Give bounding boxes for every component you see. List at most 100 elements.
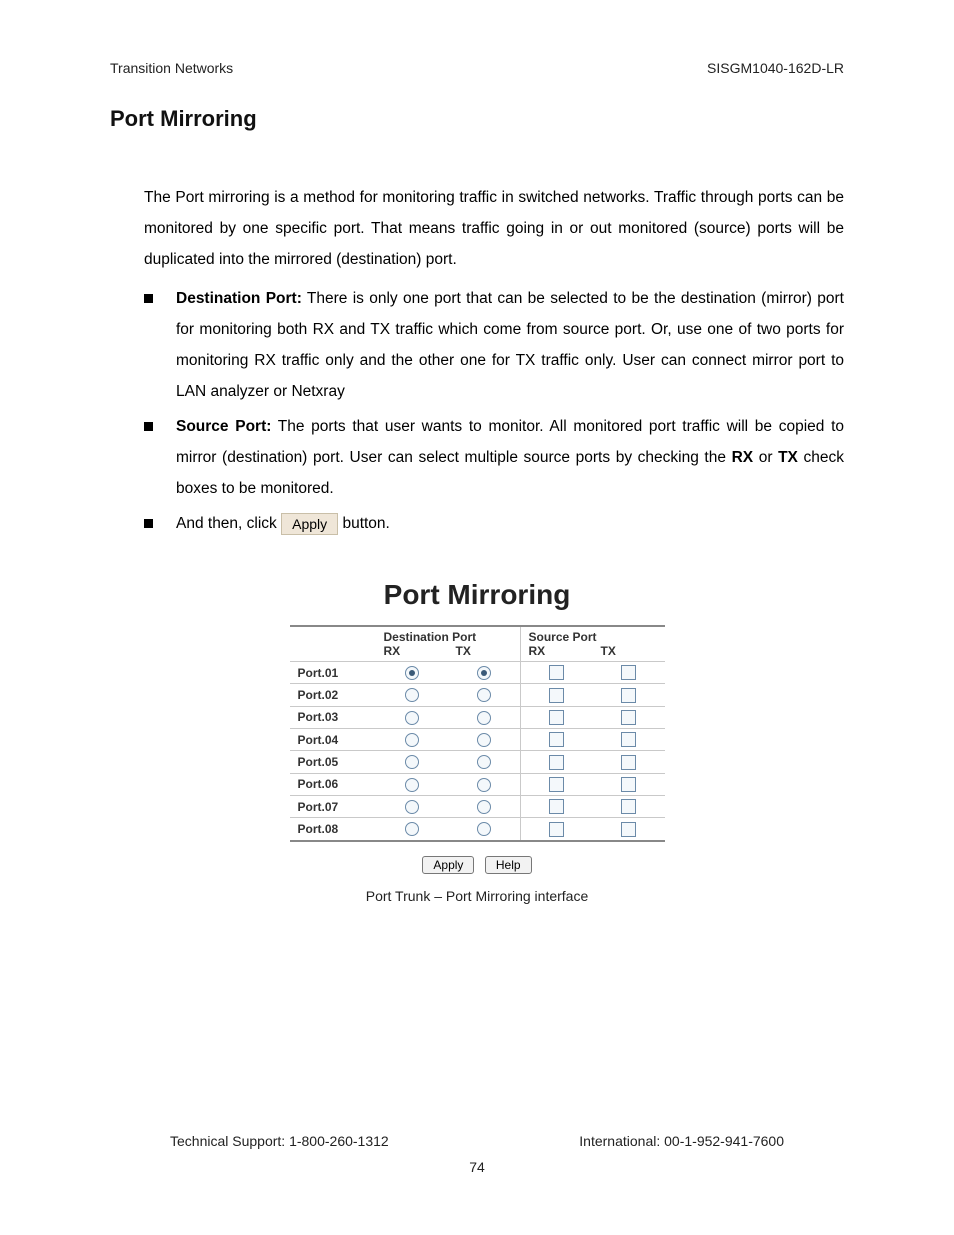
port-label: Port.02 <box>290 684 376 706</box>
src-tx-checkbox[interactable] <box>621 710 636 725</box>
dest-tx-radio[interactable] <box>477 688 491 702</box>
figure-buttons: Apply Help <box>110 856 844 874</box>
dest-tx-cell <box>448 751 521 773</box>
port-label: Port.08 <box>290 818 376 841</box>
help-button[interactable]: Help <box>485 856 532 874</box>
document-page: Transition Networks SISGM1040-162D-LR Po… <box>0 0 954 1235</box>
table-row: Port.02 <box>290 684 665 706</box>
header-right: SISGM1040-162D-LR <box>707 60 844 76</box>
dest-rx-radio[interactable] <box>405 778 419 792</box>
tx-bold: TX <box>778 449 798 466</box>
col-src-tx: TX <box>593 644 665 662</box>
src-rx-cell <box>520 818 593 841</box>
src-tx-cell <box>593 795 665 817</box>
dest-rx-cell <box>376 662 448 684</box>
dest-tx-radio[interactable] <box>477 666 491 680</box>
col-dest-rx: RX <box>376 644 448 662</box>
dest-rx-cell <box>376 751 448 773</box>
table-row: Port.08 <box>290 818 665 841</box>
src-tx-cell <box>593 684 665 706</box>
page-header: Transition Networks SISGM1040-162D-LR <box>110 60 844 76</box>
col-group-source: Source Port <box>520 626 665 644</box>
src-rx-cell <box>520 662 593 684</box>
port-label: Port.04 <box>290 728 376 750</box>
dest-tx-cell <box>448 795 521 817</box>
src-tx-checkbox[interactable] <box>621 822 636 837</box>
src-tx-cell <box>593 662 665 684</box>
page-number: 74 <box>110 1159 844 1175</box>
footer-right: International: 00-1-952-941-7600 <box>579 1133 784 1149</box>
dest-rx-radio[interactable] <box>405 800 419 814</box>
src-rx-checkbox[interactable] <box>549 710 564 725</box>
col-group-destination: Destination Port <box>376 626 521 644</box>
dest-tx-radio[interactable] <box>477 755 491 769</box>
dest-rx-radio[interactable] <box>405 688 419 702</box>
src-rx-checkbox[interactable] <box>549 777 564 792</box>
table-row: Port.04 <box>290 728 665 750</box>
table-row: Port.03 <box>290 706 665 728</box>
src-rx-checkbox[interactable] <box>549 822 564 837</box>
dest-rx-cell <box>376 818 448 841</box>
port-label: Port.07 <box>290 795 376 817</box>
bullet-list: Destination Port: There is only one port… <box>144 283 844 539</box>
src-rx-cell <box>520 795 593 817</box>
src-tx-cell <box>593 706 665 728</box>
src-tx-checkbox[interactable] <box>621 665 636 680</box>
src-tx-checkbox[interactable] <box>621 799 636 814</box>
src-rx-cell <box>520 706 593 728</box>
dest-rx-radio[interactable] <box>405 755 419 769</box>
src-tx-checkbox[interactable] <box>621 755 636 770</box>
figure-title: Port Mirroring <box>110 579 844 611</box>
table-row: Port.06 <box>290 773 665 795</box>
src-rx-checkbox[interactable] <box>549 799 564 814</box>
footer-left: Technical Support: 1-800-260-1312 <box>170 1133 389 1149</box>
dest-tx-cell <box>448 706 521 728</box>
andthen-a: And then, click <box>176 515 281 532</box>
dest-tx-cell <box>448 662 521 684</box>
apply-inline-button: Apply <box>281 513 338 536</box>
rx-bold: RX <box>732 449 754 466</box>
src-tx-checkbox[interactable] <box>621 777 636 792</box>
port-label: Port.05 <box>290 751 376 773</box>
table-sub-header: RX TX RX TX <box>290 644 665 662</box>
page-footer: Technical Support: 1-800-260-1312 Intern… <box>110 1133 844 1175</box>
apply-button[interactable]: Apply <box>422 856 474 874</box>
bullet-source: Source Port: The ports that user wants t… <box>144 411 844 504</box>
src-rx-cell <box>520 684 593 706</box>
src-label: Source Port: <box>176 418 271 435</box>
src-rx-cell <box>520 773 593 795</box>
dest-rx-radio[interactable] <box>405 711 419 725</box>
dest-rx-radio[interactable] <box>405 733 419 747</box>
table-row: Port.05 <box>290 751 665 773</box>
table-row: Port.01 <box>290 662 665 684</box>
port-mirroring-table: Destination Port Source Port RX TX RX TX… <box>290 625 665 842</box>
header-left: Transition Networks <box>110 60 233 76</box>
src-tx-checkbox[interactable] <box>621 688 636 703</box>
dest-rx-radio[interactable] <box>405 666 419 680</box>
src-rx-checkbox[interactable] <box>549 732 564 747</box>
dest-label: Destination Port: <box>176 290 302 307</box>
port-label: Port.06 <box>290 773 376 795</box>
src-rx-checkbox[interactable] <box>549 665 564 680</box>
dest-tx-radio[interactable] <box>477 711 491 725</box>
port-label: Port.03 <box>290 706 376 728</box>
src-tx-checkbox[interactable] <box>621 732 636 747</box>
src-rx-checkbox[interactable] <box>549 688 564 703</box>
table-row: Port.07 <box>290 795 665 817</box>
src-tx-cell <box>593 818 665 841</box>
col-src-rx: RX <box>520 644 593 662</box>
dest-rx-cell <box>376 706 448 728</box>
src-rx-checkbox[interactable] <box>549 755 564 770</box>
dest-tx-radio[interactable] <box>477 822 491 836</box>
dest-tx-cell <box>448 684 521 706</box>
table-group-header: Destination Port Source Port <box>290 626 665 644</box>
src-rx-cell <box>520 728 593 750</box>
dest-tx-radio[interactable] <box>477 778 491 792</box>
dest-rx-radio[interactable] <box>405 822 419 836</box>
port-label: Port.01 <box>290 662 376 684</box>
dest-tx-radio[interactable] <box>477 733 491 747</box>
figure-caption: Port Trunk – Port Mirroring interface <box>110 888 844 904</box>
dest-tx-cell <box>448 818 521 841</box>
dest-tx-radio[interactable] <box>477 800 491 814</box>
src-rx-cell <box>520 751 593 773</box>
